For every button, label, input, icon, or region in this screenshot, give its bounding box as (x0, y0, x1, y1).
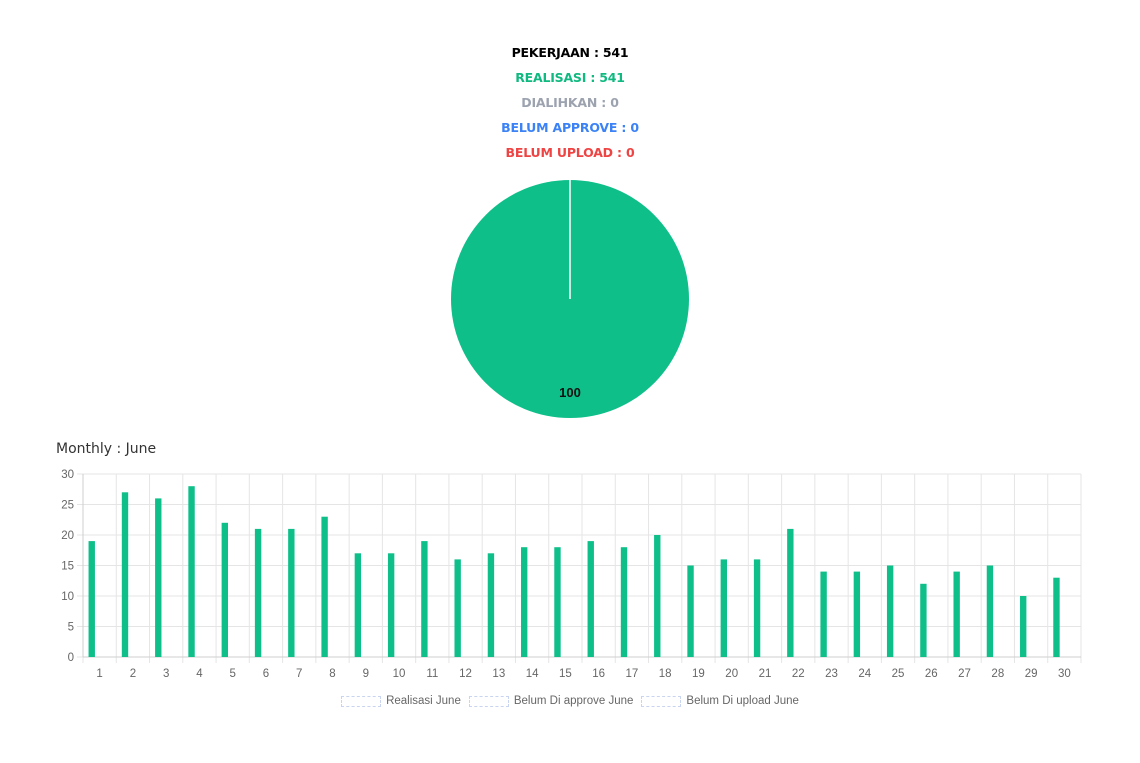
x-tick-label: 12 (459, 668, 472, 680)
bar-realisasi[interactable] (354, 553, 362, 657)
x-tick-label: 29 (1025, 668, 1038, 680)
bar-realisasi[interactable] (1053, 577, 1060, 657)
y-tick-label: 30 (61, 469, 74, 481)
bar-realisasi[interactable] (121, 492, 129, 657)
bar-realisasi[interactable] (654, 535, 661, 657)
x-tick-label: 24 (858, 668, 871, 680)
belum-approve-count: BELUM APPROVE : 0 (501, 120, 639, 135)
dialihkan-count: DIALIHKAN : 0 (521, 95, 619, 110)
bar-realisasi[interactable] (487, 553, 495, 657)
x-tick-label: 8 (329, 668, 335, 680)
x-tick-label: 11 (426, 668, 438, 680)
bar-realisasi[interactable] (886, 565, 894, 658)
x-tick-label: 22 (792, 668, 805, 680)
x-tick-label: 15 (559, 668, 572, 680)
x-tick-label: 5 (229, 668, 235, 680)
x-tick-label: 18 (659, 668, 672, 680)
x-tick-label: 26 (925, 668, 938, 680)
x-tick-label: 20 (725, 668, 738, 680)
x-tick-label: 16 (592, 668, 605, 680)
legend-swatch-belum-approve (468, 695, 509, 707)
bar-realisasi[interactable] (254, 528, 262, 657)
pie-chart[interactable]: 100 (449, 178, 691, 420)
bar-realisasi[interactable] (753, 559, 761, 657)
x-tick-label: 17 (626, 668, 639, 680)
bar-realisasi[interactable] (720, 559, 727, 657)
legend-item-realisasi[interactable]: Realisasi June (341, 695, 461, 707)
chart-legend: Realisasi June Belum Di approve June Bel… (0, 695, 1140, 707)
legend-item-belum-approve[interactable]: Belum Di approve June (468, 695, 634, 707)
realisasi-count: REALISASI : 541 (515, 70, 625, 85)
x-tick-label: 7 (296, 668, 302, 680)
bar-realisasi[interactable] (88, 541, 95, 657)
legend-swatch-realisasi (341, 695, 382, 707)
x-tick-label: 9 (363, 668, 369, 680)
y-tick-label: 25 (61, 500, 74, 512)
bar-realisasi[interactable] (188, 486, 195, 657)
x-tick-label: 30 (1058, 668, 1071, 680)
x-tick-label: 14 (526, 668, 539, 680)
bar-realisasi[interactable] (421, 541, 428, 657)
bar-realisasi[interactable] (620, 547, 628, 657)
x-tick-label: 13 (492, 668, 505, 680)
bar-realisasi[interactable] (920, 583, 927, 657)
x-tick-label: 3 (163, 668, 169, 680)
pie-chart-svg: 100 (451, 180, 689, 418)
x-tick-label: 21 (759, 668, 772, 680)
bar-realisasi[interactable] (853, 571, 861, 657)
legend-item-belum-upload[interactable]: Belum Di upload June (641, 695, 799, 707)
bar-realisasi[interactable] (155, 498, 162, 657)
monthly-title: Monthly : June (56, 441, 157, 457)
pie-data-label: 100 (559, 385, 581, 400)
y-tick-label: 5 (68, 622, 74, 634)
x-tick-label: 2 (130, 668, 136, 680)
legend-label-realisasi: Realisasi June (386, 695, 461, 707)
x-tick-label: 1 (96, 668, 102, 680)
legend-swatch-belum-upload (641, 695, 682, 707)
bar-realisasi[interactable] (387, 553, 395, 657)
belum-upload-count: BELUM UPLOAD : 0 (505, 145, 635, 160)
bar-realisasi[interactable] (221, 522, 228, 657)
bar-realisasi[interactable] (321, 516, 328, 657)
bar-realisasi[interactable] (521, 547, 528, 657)
legend-label-belum-approve: Belum Di approve June (513, 695, 634, 707)
x-tick-label: 23 (825, 668, 838, 680)
bar-realisasi[interactable] (787, 528, 794, 657)
bar-realisasi[interactable] (687, 565, 694, 658)
x-tick-label: 28 (991, 668, 1004, 680)
x-tick-label: 27 (958, 668, 971, 680)
x-tick-label: 19 (692, 668, 705, 680)
bar-realisasi[interactable] (986, 565, 994, 658)
bar-realisasi[interactable] (820, 571, 827, 657)
y-tick-label: 15 (61, 561, 74, 573)
bar-realisasi[interactable] (587, 541, 594, 657)
y-tick-label: 10 (61, 591, 74, 603)
bar-realisasi[interactable] (554, 547, 561, 657)
monthly-bar-chart[interactable]: 0 5 10 15 20 25 30 1 2 3 4 5 6 7 8 9 10 11 12 13 14 15 16 17 18 1… (40, 462, 1100, 692)
x-tick-label: 4 (196, 668, 203, 680)
pekerjaan-count: PEKERJAAN : 541 (511, 45, 629, 60)
bar-realisasi[interactable] (953, 571, 960, 657)
bar-realisasi[interactable] (288, 528, 295, 657)
y-tick-label: 20 (61, 530, 74, 542)
summary-panel: PEKERJAAN : 541 REALISASI : 541 DIALIHKA… (0, 40, 1140, 165)
y-tick-label: 0 (68, 652, 74, 664)
bar-realisasi[interactable] (1020, 596, 1027, 657)
x-tick-label: 25 (892, 668, 905, 680)
x-tick-label: 6 (263, 668, 269, 680)
x-tick-label: 10 (393, 668, 406, 680)
bar-realisasi[interactable] (454, 559, 461, 657)
legend-label-belum-upload: Belum Di upload June (686, 695, 799, 707)
